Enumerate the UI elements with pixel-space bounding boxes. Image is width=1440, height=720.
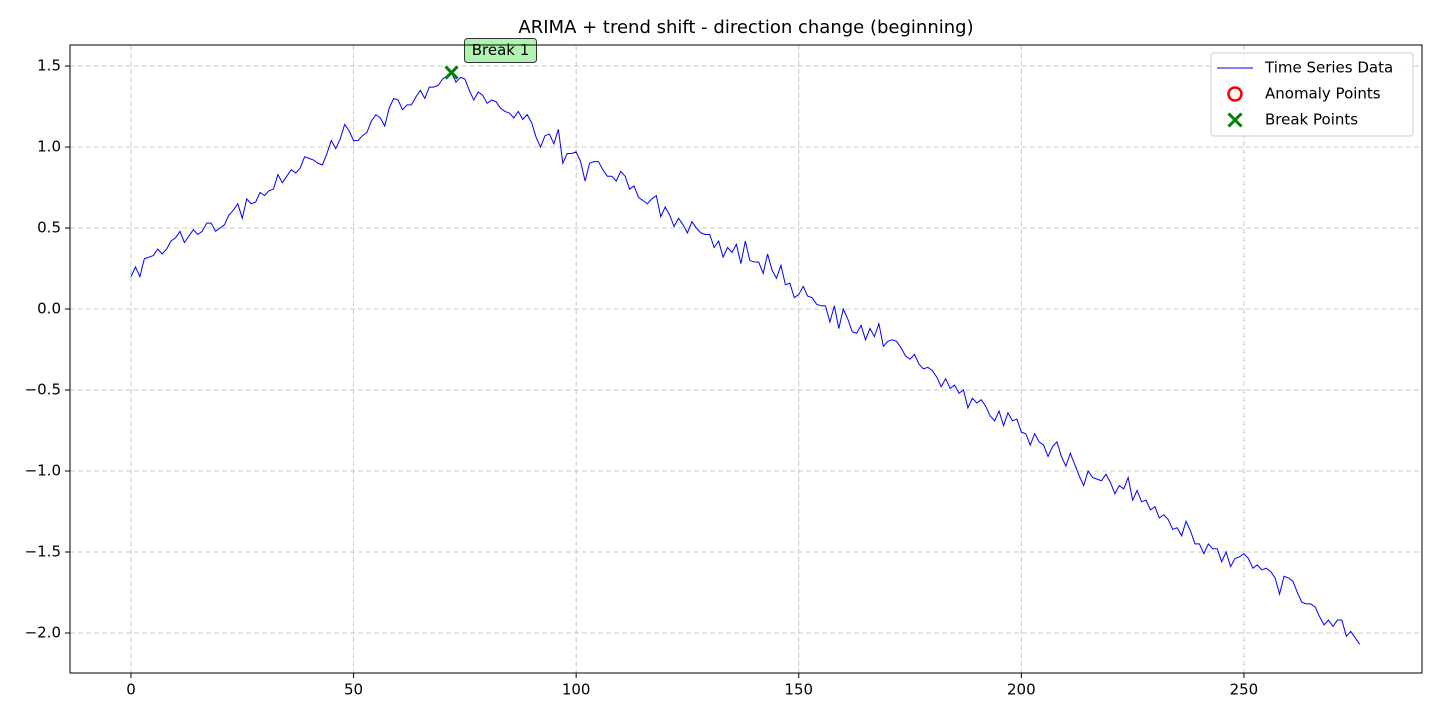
axes-frame <box>69 44 1423 674</box>
legend-box <box>1210 52 1414 137</box>
x-tick-label: 150 <box>784 681 813 699</box>
legend-label: Anomaly Points <box>1265 85 1381 103</box>
legend-marker <box>1227 86 1243 102</box>
chart-title: ARIMA + trend shift - direction change (… <box>518 17 973 38</box>
y-tick-label: −1.0 <box>25 462 61 480</box>
x-tick-label: 200 <box>1007 681 1036 699</box>
y-tick-label: 1.0 <box>37 138 61 156</box>
y-tick-label: −2.0 <box>25 623 61 641</box>
legend-marker <box>1227 112 1243 128</box>
y-tick-label: −1.5 <box>25 543 61 561</box>
data-line <box>130 71 1361 645</box>
x-tick-label: 50 <box>344 681 363 699</box>
x-tick-label: 250 <box>1230 681 1259 699</box>
y-tick-label: 1.5 <box>37 57 61 75</box>
legend-label: Time Series Data <box>1264 59 1393 77</box>
break-marker <box>444 65 459 80</box>
y-tick-label: −0.5 <box>25 381 61 399</box>
annotation-label: Break 1 <box>472 41 530 59</box>
legend-label: Break Points <box>1265 111 1358 129</box>
y-tick-label: 0.5 <box>37 219 61 237</box>
x-tick-label: 100 <box>562 681 591 699</box>
y-tick-label: 0.0 <box>37 300 61 318</box>
x-tick-label: 0 <box>126 681 136 699</box>
